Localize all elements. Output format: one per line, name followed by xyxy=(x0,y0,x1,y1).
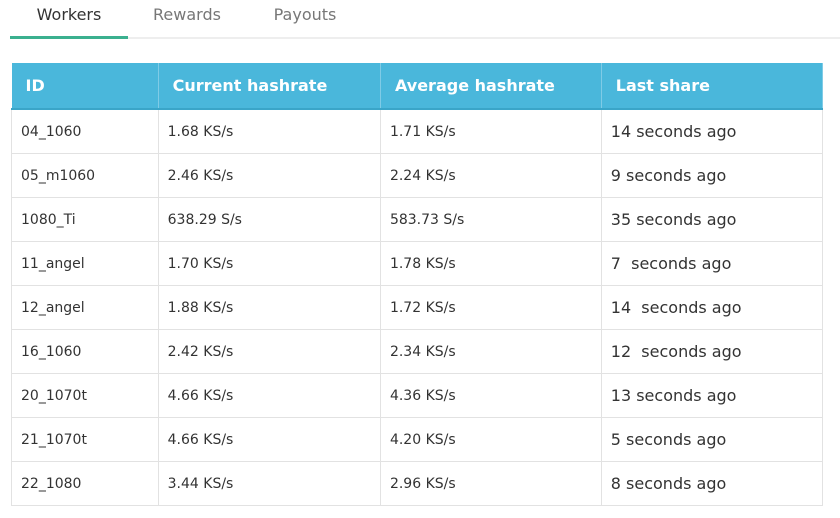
table-cell: 4.66 KS/s xyxy=(157,417,381,462)
table-cell: 8 seconds ago xyxy=(600,461,824,506)
table-cell: 1.72 KS/s xyxy=(379,285,602,330)
table-cell: 1080_Ti xyxy=(11,197,159,242)
table-row: 20_1070t 4.66 KS/s 4.36 KS/s 13 seconds ago xyxy=(11,373,824,418)
table-row: 11_angel 1.70 KS/s 1.78 KS/s 7 seconds ago xyxy=(11,241,824,286)
table-cell: 2.24 KS/s xyxy=(379,153,602,198)
table-cell: 14 seconds ago xyxy=(600,285,824,330)
table-cell: 04_1060 xyxy=(11,108,159,154)
table-row: 1080_Ti 638.29 S/s 583.73 S/s 35 seconds ag… xyxy=(11,197,824,242)
table-cell: 35 seconds ago xyxy=(600,197,824,242)
table-cell: 2.46 KS/s xyxy=(157,153,381,198)
tab-bar: Workers Rewards Payouts xyxy=(10,0,840,39)
table-cell: 638.29 S/s xyxy=(157,197,381,242)
table-cell: 2.42 KS/s xyxy=(157,329,381,374)
table-row: 04_1060 1.68 KS/s 1.71 KS/s 14 seconds ago xyxy=(11,108,824,154)
table-cell: 4.36 KS/s xyxy=(379,373,602,418)
table-body: 04_1060 1.68 KS/s 1.71 KS/s 14 seconds ago 0… xyxy=(11,108,824,506)
table-cell: 12_angel xyxy=(11,285,159,330)
table-cell: 12 seconds ago xyxy=(600,329,824,374)
table-cell: 583.73 S/s xyxy=(379,197,602,242)
table-row: 16_1060 2.42 KS/s 2.34 KS/s 12 seconds ago xyxy=(11,329,824,374)
table-cell: 3.44 KS/s xyxy=(157,461,381,506)
table-cell: 1.78 KS/s xyxy=(379,241,602,286)
table-cell: 11_angel xyxy=(11,241,159,286)
table-cell: 1.68 KS/s xyxy=(157,108,381,154)
table-row: 22_1080 3.44 KS/s 2.96 KS/s 8 seconds ago xyxy=(11,461,824,506)
header-row: ID Current hashrate Average hashrate Last s… xyxy=(11,63,824,110)
table-cell: 4.66 KS/s xyxy=(157,373,381,418)
table-row: 12_angel 1.88 KS/s 1.72 KS/s 14 seconds ago xyxy=(11,285,824,330)
table-row: 05_m1060 2.46 KS/s 2.24 KS/s 9 seconds ago xyxy=(11,153,824,198)
table-cell: 22_1080 xyxy=(11,461,159,506)
table-cell: 7 seconds ago xyxy=(600,241,824,286)
table-cell: 2.34 KS/s xyxy=(379,329,602,374)
column-header: Last share xyxy=(601,63,824,110)
table-cell: 16_1060 xyxy=(11,329,159,374)
table-row: 21_1070t 4.66 KS/s 4.20 KS/s 5 seconds ago xyxy=(11,417,824,462)
tab[interactable]: Workers xyxy=(10,0,128,39)
column-header: ID xyxy=(11,63,159,110)
table-cell: 1.88 KS/s xyxy=(157,285,381,330)
table-cell: 9 seconds ago xyxy=(600,153,824,198)
table-cell: 5 seconds ago xyxy=(600,417,824,462)
tab[interactable]: Rewards xyxy=(153,5,221,24)
table-cell: 20_1070t xyxy=(11,373,159,418)
workers-table: ID Current hashrate Average hashrate Last s… xyxy=(11,63,824,506)
column-header: Average hashrate xyxy=(380,63,602,110)
table-cell: 21_1070t xyxy=(11,417,159,462)
table-cell: 05_m1060 xyxy=(11,153,159,198)
table-cell: 1.71 KS/s xyxy=(379,108,602,154)
table-cell: 2.96 KS/s xyxy=(379,461,602,506)
tab[interactable]: Payouts xyxy=(273,5,337,24)
table-cell: 13 seconds ago xyxy=(600,373,824,418)
table-cell: 14 seconds ago xyxy=(600,108,824,154)
column-header: Current hashrate xyxy=(158,63,381,110)
table-cell: 4.20 KS/s xyxy=(379,417,602,462)
table-cell: 1.70 KS/s xyxy=(157,241,381,286)
